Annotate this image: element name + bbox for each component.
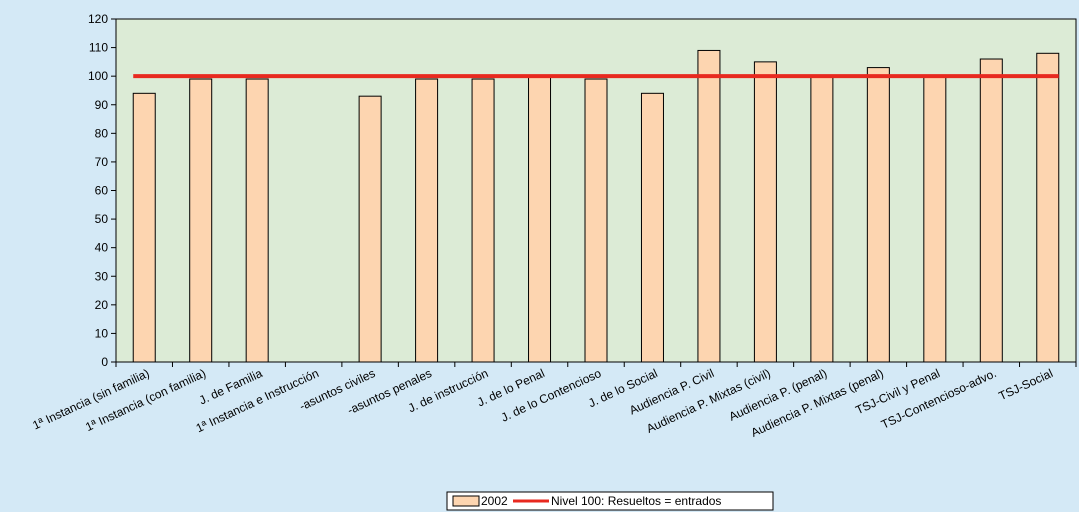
- bar: [697, 49, 721, 363]
- bars: [132, 49, 1060, 363]
- y-tick-label: 40: [95, 241, 109, 255]
- y-tick-label: 50: [95, 212, 109, 226]
- bar: [245, 78, 269, 363]
- y-tick-label: 10: [95, 326, 109, 340]
- bar: [528, 75, 552, 363]
- x-tick-label: TSJ-Social: [997, 366, 1055, 403]
- bar: [866, 67, 890, 363]
- legend-label-series: 2002: [481, 494, 508, 508]
- y-tick-label: 120: [88, 12, 108, 26]
- x-tick-label: J. de lo Contencioso: [499, 366, 604, 425]
- y-tick-label: 0: [101, 355, 108, 369]
- bar: [979, 58, 1003, 363]
- y-tick-label: 60: [95, 184, 109, 198]
- y-tick-label: 30: [95, 269, 109, 283]
- y-tick-label: 70: [95, 155, 109, 169]
- bar: [810, 75, 834, 363]
- x-axis: 1ª Instancia (sin familia)1ª Instancia (…: [30, 361, 1077, 440]
- bar: [1036, 52, 1060, 363]
- bar: [923, 75, 947, 363]
- y-tick-label: 100: [88, 69, 108, 83]
- legend-swatch-bars: [452, 495, 480, 507]
- legend-box: [446, 491, 774, 511]
- legend-label-reference: Nivel 100: Resueltos = entrados: [551, 494, 721, 508]
- y-axis: 0 10 20 30 40 50 60 70 80 90 100 110 120: [88, 12, 117, 369]
- bar: [132, 92, 156, 363]
- y-tick-label: 20: [95, 298, 109, 312]
- bar: [471, 78, 495, 363]
- y-tick-label: 80: [95, 126, 109, 140]
- bar: [753, 61, 777, 363]
- bar: [415, 78, 439, 363]
- bar: [358, 95, 382, 363]
- bar: [640, 92, 664, 363]
- bar: [584, 78, 608, 363]
- legend: 2002 Nivel 100: Resueltos = entrados: [446, 491, 774, 511]
- bar: [189, 78, 213, 363]
- y-tick-label: 110: [89, 41, 108, 55]
- y-tick-label: 90: [95, 98, 109, 112]
